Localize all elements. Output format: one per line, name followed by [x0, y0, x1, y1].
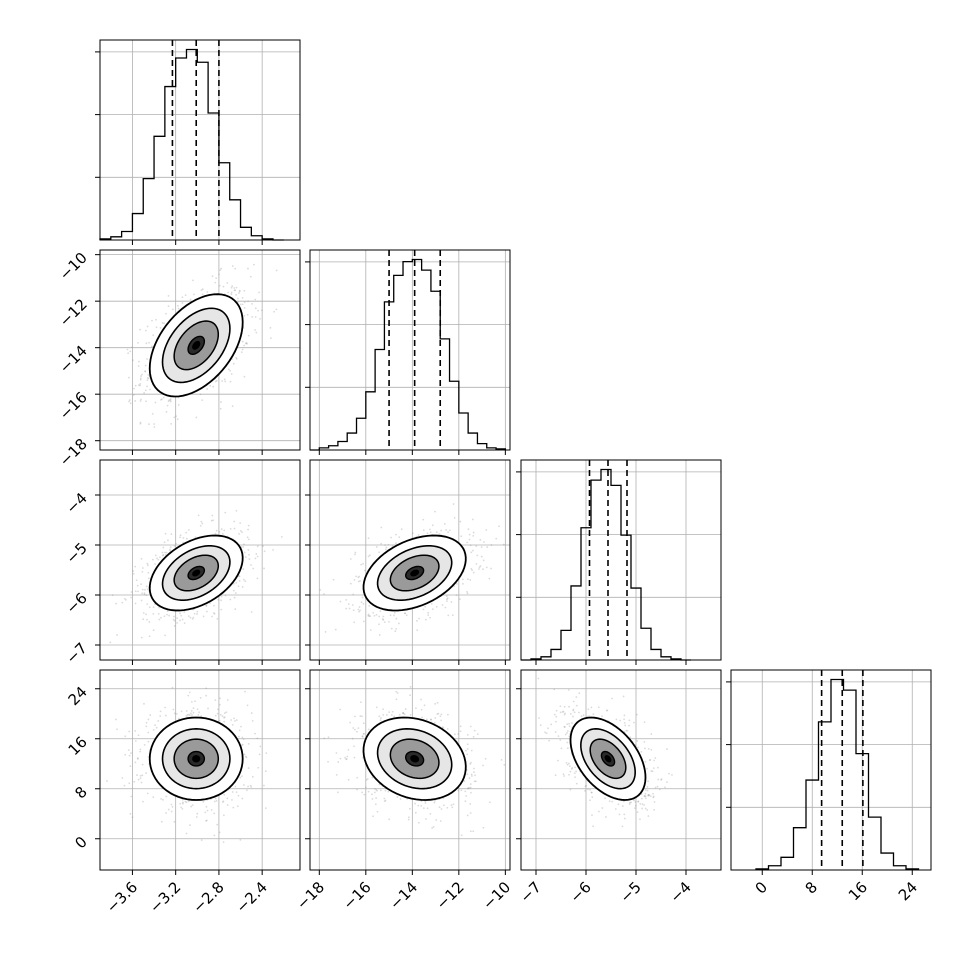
xtick-label-p3-1: −6: [566, 878, 594, 906]
hist-2-steps: [310, 260, 505, 450]
hist-1-steps: [100, 50, 284, 240]
xtick-label-p1-0: −3.6: [103, 878, 141, 916]
ytick-label-p3-1: −6: [62, 589, 90, 617]
ytick-label-p3-2: −5: [62, 539, 90, 567]
hist-panel-4: [726, 670, 931, 875]
ytick-label-p2-1: −16: [56, 388, 91, 423]
xtick-label-p3-0: −7: [516, 878, 544, 906]
ytick-label-p4-0: 0: [71, 833, 90, 852]
xtick-label-p4-0: 0: [752, 878, 771, 897]
xtick-label-p1-1: −3.2: [146, 878, 184, 916]
scatter-panel-4-2: [305, 670, 512, 875]
ytick-label-p2-2: −14: [56, 342, 91, 377]
contour-peak: [193, 756, 200, 762]
xtick-label-p4-2: 16: [845, 878, 871, 904]
ytick-label-p3-3: −4: [62, 489, 90, 517]
scatter-panel-3-1: [95, 460, 300, 665]
contour-peak: [411, 756, 419, 762]
scatter-panel-4-3: [516, 670, 721, 875]
hist-panel-1: [95, 40, 300, 245]
xtick-label-p3-3: −4: [666, 878, 694, 906]
ytick-label-p2-3: −12: [56, 295, 91, 330]
ytick-label-p4-2: 16: [65, 733, 91, 759]
ytick-label-p2-4: −10: [56, 249, 91, 284]
xtick-label-p4-1: 8: [802, 878, 821, 897]
ytick-label-p4-3: 24: [65, 683, 91, 709]
ytick-label-p4-1: 8: [71, 783, 90, 802]
xtick-label-p1-3: −2.4: [232, 878, 270, 916]
xtick-label-p2-2: −14: [386, 878, 421, 913]
xtick-label-p3-2: −5: [616, 878, 644, 906]
xtick-label-p2-3: −12: [433, 878, 468, 913]
ytick-label-p3-0: −7: [62, 639, 90, 667]
hist-panel-3: [516, 460, 721, 665]
xtick-label-p2-0: −18: [293, 878, 328, 913]
xtick-label-p4-3: 24: [895, 878, 921, 904]
scatter-panel-4-1: [95, 670, 300, 875]
xtick-label-p2-1: −16: [340, 878, 375, 913]
ytick-label-p2-0: −18: [56, 435, 91, 470]
scatter-panel-2-1: [87, 232, 300, 476]
hist-2-frame: [310, 250, 510, 450]
xtick-label-p1-2: −2.8: [189, 878, 227, 916]
scatter-panel-3-2: [305, 460, 522, 665]
hist-1-frame: [100, 40, 300, 240]
hist-4-steps: [756, 680, 919, 870]
hist-panel-2: [305, 250, 510, 455]
hist-3-steps: [521, 470, 691, 660]
xtick-label-p2-4: −10: [479, 878, 514, 913]
